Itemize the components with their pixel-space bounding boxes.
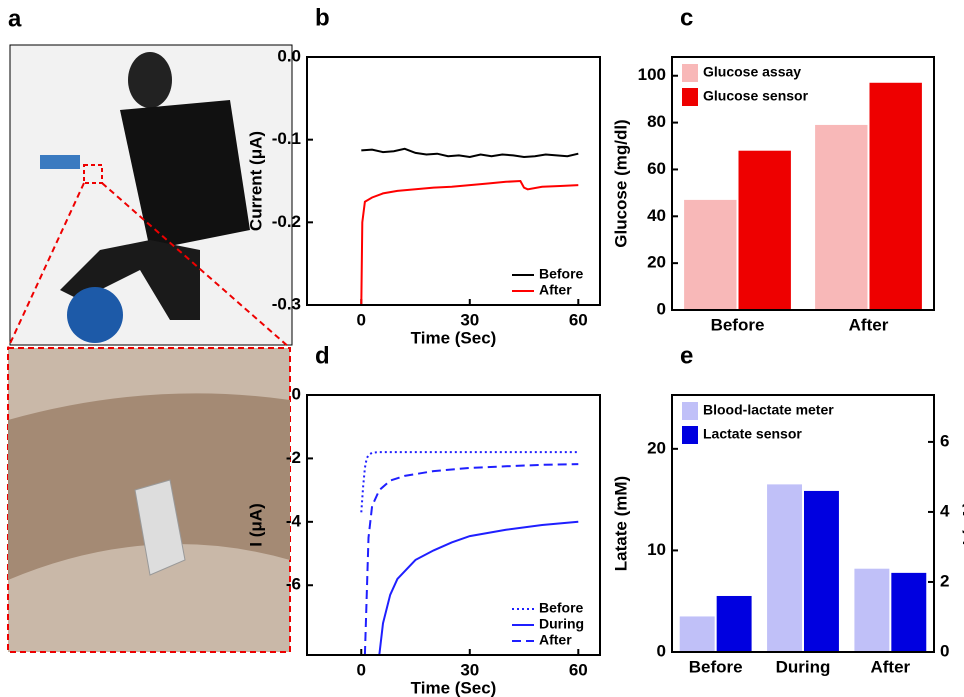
x-axis-label: Time (Sec) [411, 678, 497, 697]
legend-label: Glucose sensor [703, 88, 809, 104]
legend-label: After [539, 632, 572, 648]
y-tick-label: 10 [647, 540, 666, 559]
x-tick-label: Before [711, 315, 765, 334]
bar [739, 151, 791, 310]
x-tick-label: After [870, 657, 910, 676]
legend-label: Before [539, 600, 584, 616]
line-series [361, 149, 578, 157]
x-tick-label: After [849, 315, 889, 334]
x-axis-label: Time (Sec) [411, 328, 497, 347]
bar [815, 125, 867, 310]
bar [891, 573, 926, 652]
legend-label: Before [539, 266, 584, 282]
y2-axis-label: I (μA) [959, 502, 964, 545]
bike-wheel [67, 287, 123, 343]
legend-label: Lactate sensor [703, 426, 802, 442]
y-tick-label: -0.3 [272, 294, 301, 313]
bike-console [40, 155, 80, 169]
x-tick-label: 60 [569, 660, 588, 679]
legend-swatch [682, 426, 698, 444]
y-tick-label: -0.2 [272, 212, 301, 231]
legend-label: After [539, 282, 572, 298]
y2-tick-label: 0 [940, 641, 949, 660]
bar [804, 491, 839, 652]
legend-swatch [682, 402, 698, 420]
panel-label: a [8, 5, 22, 32]
y-tick-label: 0 [657, 641, 666, 660]
y-axis-label: Glucose (mg/dl) [611, 119, 630, 247]
y-tick-label: 40 [647, 206, 666, 225]
bar [870, 83, 922, 310]
panel-label: e [680, 342, 693, 369]
y2-tick-label: 2 [940, 571, 949, 590]
bar [854, 569, 889, 652]
legend-swatch [682, 88, 698, 106]
y-axis-label: Current (μA) [246, 131, 265, 231]
y2-tick-label: 6 [940, 431, 949, 450]
y-tick-label: 0 [657, 299, 666, 318]
x-tick-label: 60 [569, 310, 588, 329]
x-tick-label: 0 [357, 310, 366, 329]
panel-label: b [315, 4, 330, 31]
y-tick-label: 80 [647, 112, 666, 131]
y-tick-label: -0.1 [272, 129, 301, 148]
y-tick-label: -6 [286, 575, 301, 594]
y-tick-label: 60 [647, 159, 666, 178]
x-tick-label: 30 [460, 660, 479, 679]
legend-swatch [682, 64, 698, 82]
y-axis-label: I (μA) [246, 503, 265, 546]
legend-label: Glucose assay [703, 64, 801, 80]
bar [680, 616, 715, 652]
bar [767, 484, 802, 652]
x-tick-label: During [776, 657, 831, 676]
y-tick-label: 20 [647, 253, 666, 272]
x-tick-label: Before [689, 657, 743, 676]
bar [684, 200, 736, 310]
y-axis-label: Latate (mM) [611, 476, 630, 571]
y-tick-label: 20 [647, 438, 666, 457]
y2-tick-label: 4 [940, 501, 950, 520]
line-series [361, 452, 578, 512]
legend-label: Blood-lactate meter [703, 402, 834, 418]
bar [717, 596, 752, 652]
figure: a b 0.0 -0.1 -0.2 -0.3 Current (μA) Time (Sec)… [0, 0, 964, 697]
x-tick-label: 0 [357, 660, 366, 679]
y-tick-label: 0 [292, 384, 301, 403]
y-tick-label: -4 [286, 511, 302, 530]
person-head [128, 52, 172, 108]
legend-label: During [539, 616, 584, 632]
x-tick-label: 30 [460, 310, 479, 329]
panel-label: c [680, 4, 693, 31]
y-tick-label: 0.0 [277, 46, 301, 65]
y-tick-label: 100 [638, 65, 666, 84]
panel-label: d [315, 342, 330, 369]
y-tick-label: -2 [286, 448, 301, 467]
